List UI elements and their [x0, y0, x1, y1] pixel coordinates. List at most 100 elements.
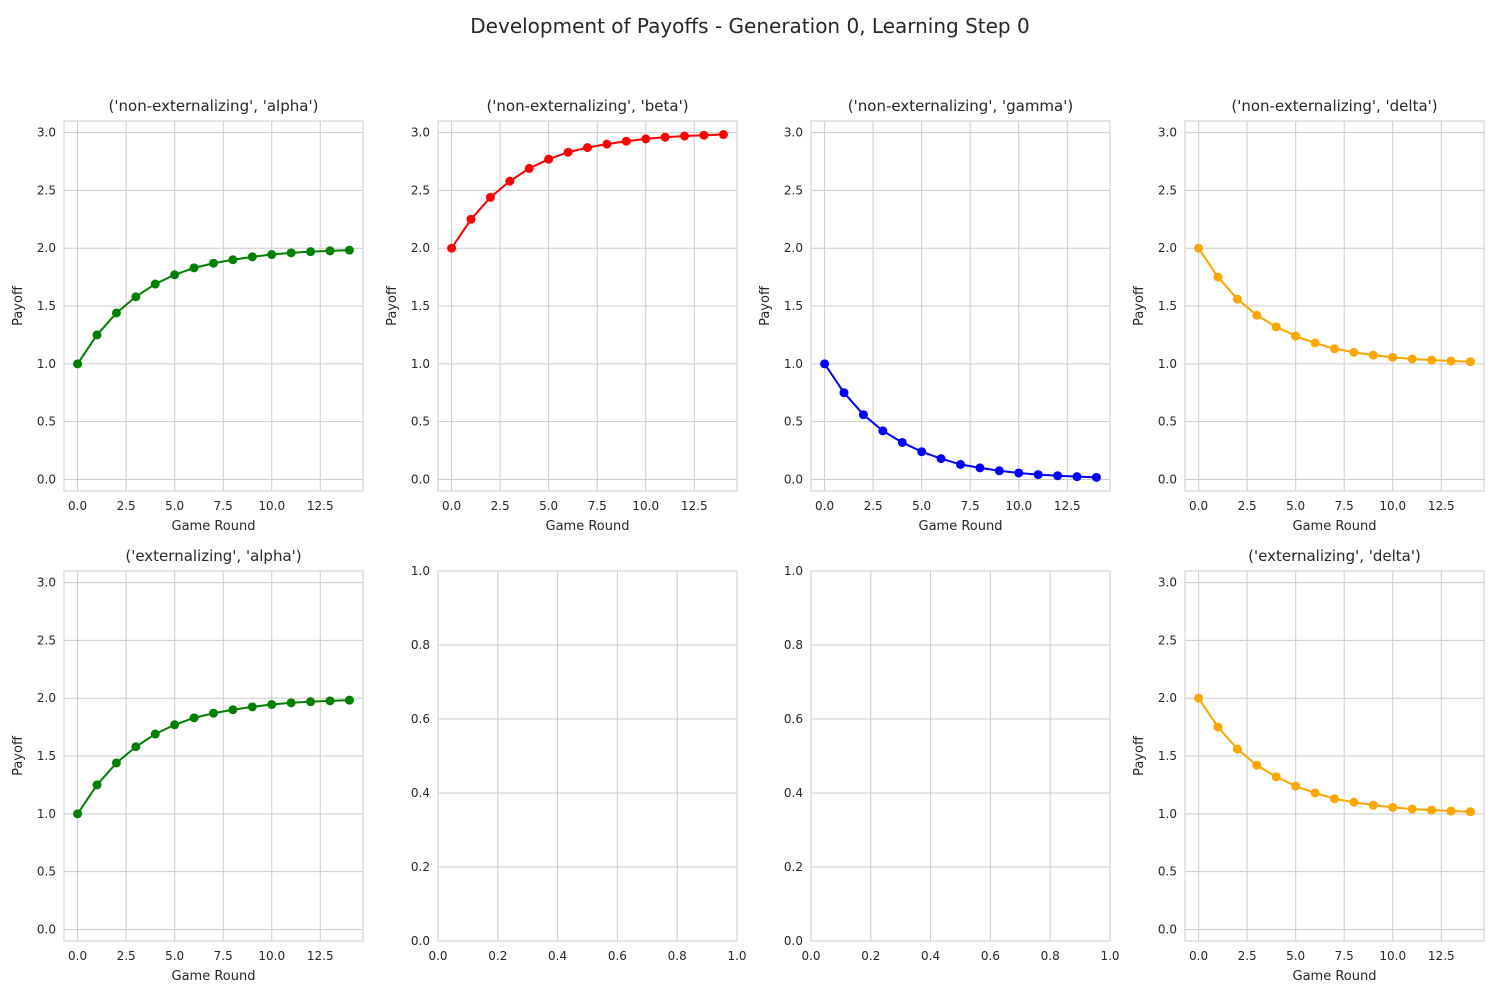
data-point — [286, 248, 296, 258]
y-axis-label: Payoff — [385, 285, 400, 326]
data-point — [485, 192, 495, 202]
y-tick-label: 0.8 — [784, 638, 803, 652]
y-tick-label: 2.5 — [411, 183, 430, 197]
data-point — [286, 698, 296, 708]
y-tick-label: 0.5 — [784, 415, 803, 429]
data-point — [718, 130, 728, 140]
y-tick-label: 2.5 — [784, 183, 803, 197]
data-point — [897, 437, 907, 447]
data-point — [209, 708, 218, 718]
data-point — [583, 143, 592, 153]
y-tick-label: 1.0 — [37, 357, 56, 371]
data-point — [1427, 805, 1437, 815]
axes-frame — [810, 120, 1111, 492]
data-point — [563, 147, 573, 157]
x-tick-label: 0.0 — [815, 499, 834, 513]
x-tick-label: 0.4 — [548, 949, 567, 963]
x-tick-label: 0.6 — [608, 949, 627, 963]
data-point — [699, 130, 709, 140]
data-point — [1368, 800, 1378, 810]
data-point — [917, 447, 927, 457]
x-tick-label: 5.0 — [1286, 499, 1305, 513]
y-tick-label: 0.6 — [411, 712, 430, 726]
x-tick-label: 10.0 — [1005, 499, 1032, 513]
x-axis-label: Game Round — [172, 969, 256, 984]
x-axis-label: Game Round — [172, 519, 256, 534]
data-point — [1310, 788, 1320, 798]
subplot-3: 0.0 0.5 1.0 1.5 2.0 2.5 3.0 0.0 2.5 5.0 7.5 10.0 12.… — [1132, 97, 1485, 534]
y-tick-label: 1.5 — [1158, 749, 1177, 763]
data-point — [878, 426, 888, 436]
data-point — [209, 258, 218, 268]
data-point — [131, 292, 141, 302]
data-point — [1213, 722, 1223, 732]
data-point — [1330, 794, 1339, 804]
x-tick-label: 0.0 — [442, 499, 461, 513]
data-point — [858, 410, 868, 420]
data-point — [1388, 802, 1398, 812]
x-tick-label: 0.0 — [428, 949, 447, 963]
figure-title: Development of Payoffs - Generation 0, L… — [470, 14, 1030, 38]
y-axis-label: Payoff — [1132, 735, 1147, 776]
y-tick-label: 0.4 — [784, 786, 803, 800]
data-point — [1465, 357, 1475, 367]
y-axis-label: Payoff — [11, 735, 26, 776]
y-axis-label: Payoff — [1132, 285, 1147, 326]
y-tick-label: 1.0 — [37, 807, 56, 821]
y-tick-label: 1.0 — [1158, 357, 1177, 371]
data-point — [680, 131, 690, 141]
y-tick-label: 1.0 — [784, 357, 803, 371]
x-tick-label: 7.5 — [214, 949, 233, 963]
x-axis-label: Game Round — [546, 519, 630, 534]
subplot-title: ('non-externalizing', 'beta') — [486, 97, 688, 115]
data-point — [505, 176, 515, 186]
data-point — [131, 742, 141, 752]
x-tick-label: 0.4 — [921, 949, 940, 963]
data-point — [150, 279, 160, 289]
data-point — [228, 255, 238, 265]
y-tick-label: 2.0 — [1158, 241, 1177, 255]
x-tick-label: 7.5 — [214, 499, 233, 513]
data-point — [1407, 804, 1417, 814]
y-tick-label: 1.0 — [411, 564, 430, 578]
data-point — [73, 359, 83, 369]
y-tick-label: 1.0 — [1158, 807, 1177, 821]
x-tick-label: 1.0 — [1100, 949, 1119, 963]
y-tick-label: 0.0 — [411, 934, 430, 948]
data-point — [189, 713, 199, 723]
data-point — [1014, 468, 1024, 478]
x-tick-label: 12.5 — [1428, 949, 1455, 963]
y-tick-label: 1.0 — [784, 564, 803, 578]
x-tick-label: 10.0 — [258, 499, 285, 513]
subplot-7: 0.0 0.5 1.0 1.5 2.0 2.5 3.0 0.0 2.5 5.0 7.5 10.0 12.… — [1132, 547, 1485, 984]
data-point — [1368, 350, 1378, 360]
data-point — [820, 359, 830, 369]
y-tick-label: 2.0 — [37, 241, 56, 255]
data-point — [111, 758, 121, 768]
x-tick-label: 7.5 — [588, 499, 607, 513]
x-tick-label: 12.5 — [307, 499, 334, 513]
data-point — [170, 270, 180, 280]
x-tick-label: 10.0 — [258, 949, 285, 963]
x-tick-label: 2.5 — [117, 949, 136, 963]
axes-frame — [437, 570, 738, 942]
data-point — [1446, 356, 1456, 366]
axes-frame — [1184, 120, 1485, 492]
data-point — [325, 246, 335, 256]
y-axis-label: Payoff — [758, 285, 773, 326]
x-tick-label: 0.0 — [68, 499, 87, 513]
data-point — [1194, 693, 1204, 703]
data-point — [1232, 744, 1242, 754]
y-tick-label: 0.5 — [1158, 865, 1177, 879]
data-point — [544, 154, 554, 164]
y-tick-label: 2.5 — [1158, 633, 1177, 647]
axes-frame — [63, 570, 364, 942]
subplot-4: 0.0 0.5 1.0 1.5 2.0 2.5 3.0 0.0 2.5 5.0 7.5 10.0 12.… — [11, 547, 364, 984]
x-tick-label: 1.0 — [727, 949, 746, 963]
data-point — [1330, 344, 1339, 354]
y-tick-label: 3.0 — [784, 126, 803, 140]
y-tick-label: 2.5 — [37, 633, 56, 647]
x-tick-label: 2.5 — [864, 499, 883, 513]
subplot-title: ('externalizing', 'delta') — [1248, 547, 1421, 565]
y-tick-label: 3.0 — [1158, 126, 1177, 140]
